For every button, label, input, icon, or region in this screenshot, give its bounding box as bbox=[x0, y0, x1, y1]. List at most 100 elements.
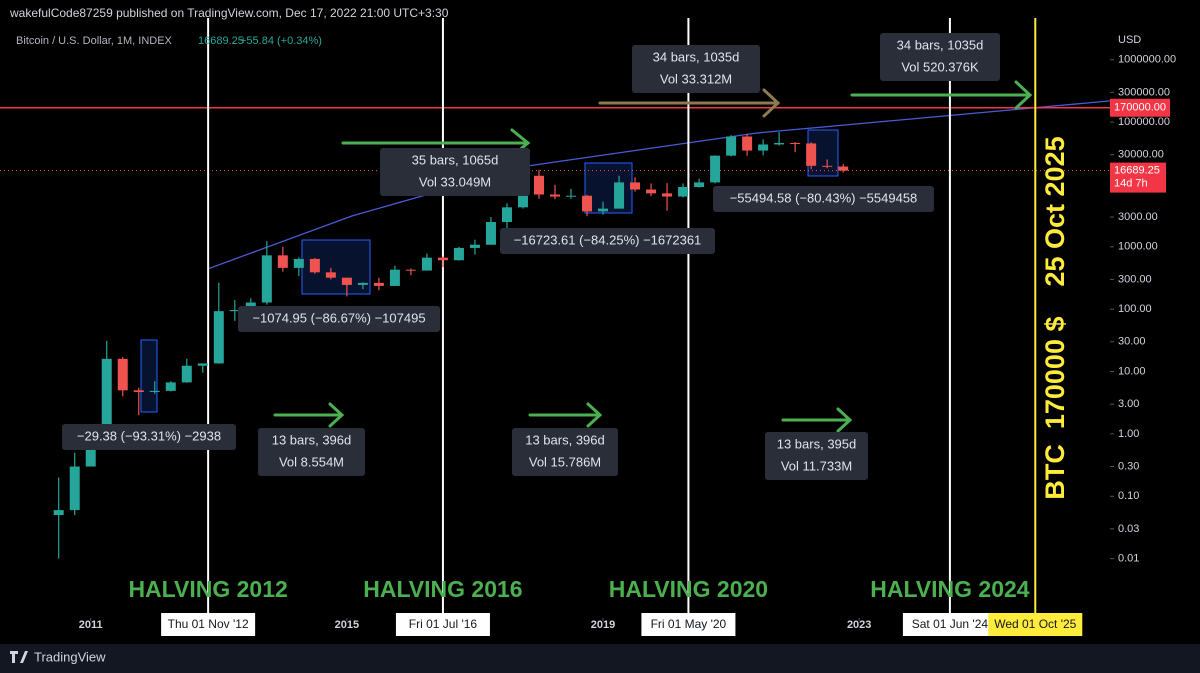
candle-body bbox=[533, 175, 544, 195]
candle-body bbox=[838, 166, 849, 171]
candle-body bbox=[101, 358, 112, 440]
x-tick-label: 2011 bbox=[79, 619, 103, 631]
event-date-box bbox=[902, 613, 997, 636]
legend-change: +55.84 (+0.34%) bbox=[240, 35, 322, 47]
candle-body bbox=[85, 439, 96, 467]
legend-title: Bitcoin / U.S. Dollar, 1M, INDEX bbox=[16, 35, 173, 47]
countdown: 14d 7h bbox=[1114, 178, 1148, 190]
candle-body bbox=[133, 390, 144, 392]
candle-body bbox=[630, 182, 641, 190]
event-date-box bbox=[395, 613, 490, 636]
candle-body bbox=[453, 247, 464, 261]
y-tick-label: 1.00 bbox=[1118, 428, 1139, 440]
arrow bbox=[598, 88, 781, 118]
event-date-label: Fri 01 May '20 bbox=[651, 617, 727, 631]
arrow bbox=[528, 402, 603, 428]
last-price-tag bbox=[1110, 162, 1166, 193]
annotation-box bbox=[632, 45, 760, 93]
legend-price: 16689.25 bbox=[198, 35, 244, 47]
annotation-text: Vol 11.733M bbox=[781, 458, 852, 473]
annotation-text: Vol 520.376K bbox=[901, 59, 979, 74]
y-tick-label: 1000.00 bbox=[1118, 241, 1158, 253]
x-tick-label: 2015 bbox=[335, 619, 359, 631]
candle-body bbox=[774, 142, 785, 145]
candle-body bbox=[694, 182, 705, 188]
candle-body bbox=[277, 255, 288, 268]
event-date-label: Sat 01 Jun '24 bbox=[912, 617, 989, 631]
annotation-text: 13 bars, 396d bbox=[272, 432, 352, 447]
annotation-box bbox=[238, 306, 440, 332]
y-tick-label: 10.00 bbox=[1118, 365, 1146, 377]
annotation-text: Vol 33.312M bbox=[660, 71, 732, 86]
candle-body bbox=[229, 310, 240, 312]
halving-label: HALVING 2024 bbox=[870, 576, 1030, 602]
event-date-label: Thu 01 Nov '12 bbox=[168, 617, 249, 631]
x-tick-label: 2023 bbox=[847, 619, 871, 631]
x-tick-label: 2019 bbox=[591, 619, 615, 631]
candle-body bbox=[341, 277, 352, 285]
annotation-box bbox=[713, 186, 934, 212]
annotation-text: 34 bars, 1035d bbox=[897, 37, 984, 52]
measure-boxes bbox=[140, 129, 839, 413]
annotation-box bbox=[512, 428, 618, 476]
candle-body bbox=[197, 363, 208, 366]
event-date-box bbox=[641, 613, 736, 636]
y-tick-label: 0.10 bbox=[1118, 490, 1139, 502]
y-tick-label: 3.00 bbox=[1118, 398, 1139, 410]
y-tick-label: 30.00 bbox=[1118, 336, 1146, 348]
annotation-text: 35 bars, 1065d bbox=[412, 152, 499, 167]
brand: TradingView bbox=[34, 649, 106, 664]
publish-info: wakefulCode87259 published on TradingVie… bbox=[9, 6, 449, 20]
measure-box bbox=[140, 339, 158, 413]
annotation-text: −16723.61 (−84.25%) −1672361 bbox=[514, 232, 702, 247]
footer-bar bbox=[0, 644, 1200, 673]
candle-body bbox=[485, 222, 496, 245]
candle-body bbox=[117, 358, 128, 391]
candle-body bbox=[325, 272, 336, 278]
annotation-text: Vol 15.786M bbox=[529, 454, 601, 469]
event-date-box bbox=[161, 613, 256, 636]
annotation-text: 13 bars, 395d bbox=[777, 436, 857, 451]
event-date-label: Fri 01 Jul '16 bbox=[409, 617, 478, 631]
halving-label: HALVING 2012 bbox=[128, 576, 287, 602]
annotation-box bbox=[380, 148, 530, 196]
candle-body bbox=[53, 510, 64, 516]
candle-body bbox=[646, 189, 657, 194]
y-tick-label: 30000.00 bbox=[1118, 149, 1164, 161]
annotation-text: −29.38 (−93.31%) −2938 bbox=[77, 428, 221, 443]
halving-label: HALVING 2020 bbox=[609, 576, 768, 602]
annotation-box bbox=[880, 33, 1000, 81]
candle-body bbox=[678, 187, 689, 197]
price-tag-label: 170000.00 bbox=[1114, 102, 1166, 114]
y-tick-label: 300000.00 bbox=[1118, 86, 1170, 98]
annotation-text: 34 bars, 1035d bbox=[653, 49, 740, 64]
event-date-box bbox=[988, 613, 1083, 636]
candle-body bbox=[261, 255, 272, 303]
candle-body bbox=[69, 466, 80, 511]
candle-body bbox=[710, 155, 721, 183]
arrow bbox=[273, 402, 345, 428]
annotation-text: 13 bars, 396d bbox=[525, 432, 605, 447]
candle-body bbox=[806, 143, 817, 166]
candle-body bbox=[662, 193, 673, 197]
side-label: BTC 170000 $ 25 Oct 2025 bbox=[1040, 136, 1070, 499]
candle-body bbox=[566, 195, 577, 197]
candle-body bbox=[373, 282, 384, 286]
candle-body bbox=[726, 136, 737, 156]
y-tick-label: 0.30 bbox=[1118, 460, 1139, 472]
candle-body bbox=[421, 257, 432, 271]
candle-body bbox=[742, 136, 753, 151]
price-tag bbox=[1110, 98, 1170, 117]
candle-body bbox=[501, 207, 512, 223]
candle-body bbox=[822, 165, 833, 167]
y-tick-label: 1000000.00 bbox=[1118, 54, 1176, 66]
tradingview-logo: TradingView bbox=[10, 649, 106, 664]
candle-body bbox=[582, 195, 593, 212]
last-price-tag-label: 16689.25 bbox=[1114, 165, 1160, 177]
candle-body bbox=[149, 390, 160, 392]
candle-body bbox=[790, 142, 801, 144]
candle-body bbox=[758, 144, 769, 151]
arrow bbox=[781, 407, 853, 433]
